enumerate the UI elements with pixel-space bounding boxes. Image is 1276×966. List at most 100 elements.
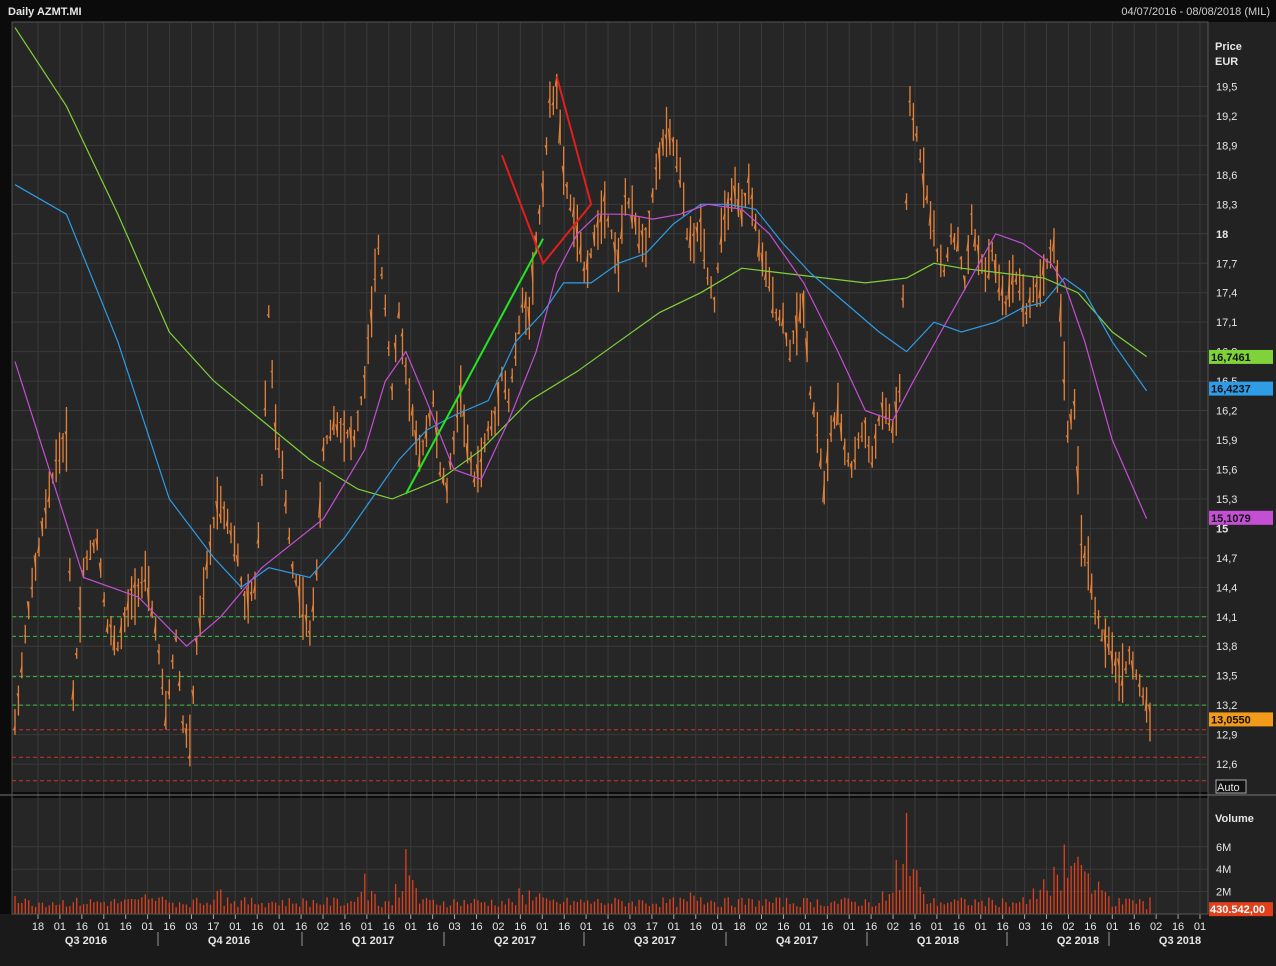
x-day-label: 17 (646, 921, 658, 933)
price-bar-open (832, 414, 836, 422)
price-bar-open (1096, 616, 1100, 620)
price-bar-open (595, 218, 599, 228)
price-bar-open (235, 555, 239, 567)
price-bar-open (1051, 236, 1055, 252)
x-day-label: 16 (514, 921, 526, 933)
price-bar-open (88, 558, 91, 560)
price-bar-open (853, 459, 856, 464)
price-bar-open (325, 435, 328, 438)
price-bar-open (777, 315, 781, 321)
value-tag (1209, 510, 1273, 525)
price-bar-open (277, 447, 280, 452)
price-bar-open (722, 212, 726, 220)
price-bar-open (74, 653, 78, 657)
price-bar-open (626, 200, 630, 204)
price-bar-open (143, 578, 146, 582)
price-bar-open (109, 624, 112, 629)
price-bar-open (379, 272, 383, 277)
x-day-label: 02 (755, 921, 767, 933)
x-day-label: 01 (799, 921, 811, 933)
price-bar-open (691, 232, 695, 236)
price-bar-open (667, 128, 671, 149)
price-bar-open (1058, 300, 1062, 322)
y-tick-label: 19,2 (1216, 111, 1237, 123)
price-bar-open (702, 259, 705, 262)
price-bar-open (551, 101, 554, 106)
price-bar-open (1100, 638, 1103, 642)
auto-button[interactable] (1215, 779, 1247, 794)
price-bar-open (215, 500, 218, 513)
price-bar-open (91, 542, 95, 549)
price-bar-open (685, 236, 688, 240)
value-tag-label: 16,4237 (1211, 384, 1251, 396)
price-bar-open (798, 306, 801, 322)
x-quarter-label: Q2 2017 (494, 935, 536, 947)
price-bar-open (1014, 277, 1017, 283)
price-bar-open (729, 196, 733, 201)
x-day-label: 16 (339, 921, 351, 933)
price-bar-open (253, 584, 256, 594)
price-bar-open (146, 587, 150, 606)
price-bar-open (928, 210, 932, 226)
price-bar-open (122, 612, 126, 619)
price-bar-open (671, 138, 674, 144)
x-day-label: 02 (317, 921, 329, 933)
price-bar-open (568, 206, 571, 211)
price-bar-open (1055, 265, 1058, 283)
price-bar-open (657, 147, 661, 166)
y-tick-label: 18,6 (1216, 170, 1237, 182)
price-bar-open (606, 216, 609, 222)
price-bar-open (1130, 660, 1134, 674)
price-bar-open (469, 458, 472, 464)
price-bar-open (1069, 413, 1072, 427)
price-bar-open (331, 418, 335, 431)
price-bar-open (1117, 658, 1120, 668)
x-day-label: 16 (558, 921, 570, 933)
price-bar-open (225, 518, 229, 527)
price-bar-open (743, 192, 746, 198)
price-panel (12, 22, 1208, 792)
x-day-label: 16 (865, 921, 877, 933)
x-day-label: 01 (536, 921, 548, 933)
x-day-label: 01 (668, 921, 680, 933)
volume-last-label: 430.542,00 (1210, 904, 1265, 916)
price-bar-open (115, 647, 119, 652)
y-tick-label: 12,6 (1216, 759, 1237, 771)
y-tick-label: 14,1 (1216, 612, 1237, 624)
value-tag-label: 16,7461 (1211, 352, 1251, 364)
price-bar-open (904, 198, 908, 204)
y-tick-label: 19,5 (1216, 82, 1237, 94)
price-bar-open (815, 434, 818, 436)
x-quarter-label: Q1 2018 (917, 935, 959, 947)
price-bar-open (897, 390, 901, 393)
price-bar-open (544, 145, 547, 150)
grid-lines (12, 22, 1208, 914)
price-bar-open (222, 506, 225, 511)
price-bar-open (637, 243, 640, 251)
y-tick-label: 15 (1216, 523, 1228, 535)
price-bar-open (647, 210, 650, 215)
price-bar-open (873, 431, 877, 439)
price-bar-open (825, 447, 829, 464)
price-bar-open (1000, 284, 1004, 296)
value-tag-label: 13,0550 (1211, 714, 1251, 726)
x-day-label: 16 (295, 921, 307, 933)
price-bars (13, 73, 1151, 767)
price-bar-open (1148, 704, 1151, 714)
x-quarter-label: Q3 2016 (65, 935, 107, 947)
price-bar-open (43, 507, 47, 515)
price-bar-open (232, 554, 235, 558)
price-bar-open (479, 457, 482, 463)
price-bar-open (911, 117, 914, 121)
price-bar-open (1038, 286, 1041, 299)
price-bar-open (585, 252, 589, 271)
price-bar-open (678, 179, 681, 187)
price-bar-open (688, 224, 692, 249)
x-day-label: 16 (76, 921, 88, 933)
x-day-label: 16 (777, 921, 789, 933)
x-day-label: 01 (98, 921, 110, 933)
price-axis-panel (1208, 22, 1276, 914)
x-day-label: 01 (712, 921, 724, 933)
price-bar-open (1124, 667, 1127, 671)
